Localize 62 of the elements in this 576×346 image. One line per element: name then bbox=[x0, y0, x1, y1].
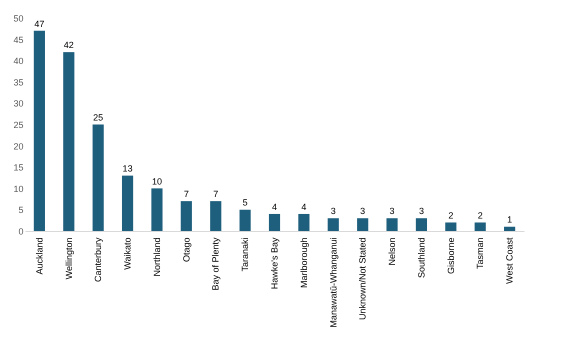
y-tick-label: 10 bbox=[13, 184, 24, 194]
data-label: 47 bbox=[34, 18, 44, 29]
data-label: 5 bbox=[242, 198, 248, 208]
data-label: 3 bbox=[330, 206, 336, 216]
data-label: 25 bbox=[93, 112, 104, 122]
x-tick-label: Bay of Plenty bbox=[210, 237, 221, 291]
bar bbox=[298, 214, 310, 231]
bar bbox=[474, 222, 486, 231]
data-label: 13 bbox=[122, 164, 133, 174]
y-tick-label: 50 bbox=[13, 14, 24, 24]
x-tick-label: Northland bbox=[152, 238, 162, 277]
x-tick-label: Unknown/Not Stated bbox=[358, 238, 368, 320]
bar bbox=[122, 176, 134, 231]
bar bbox=[416, 218, 428, 231]
bar bbox=[328, 218, 339, 231]
x-tick-label: Gisborne bbox=[446, 238, 456, 274]
x-tick-label: Wellington bbox=[64, 238, 74, 280]
x-tick-label: Auckland bbox=[34, 238, 44, 275]
data-label: 4 bbox=[301, 202, 306, 212]
x-tick-label: Taranaki bbox=[240, 238, 250, 272]
data-label: 7 bbox=[213, 189, 218, 200]
data-label: 2 bbox=[478, 210, 483, 220]
x-tick-label: Otago bbox=[181, 238, 192, 262]
x-tick-label: Canterbury bbox=[93, 237, 104, 282]
bar bbox=[92, 124, 104, 231]
bar bbox=[386, 218, 398, 231]
x-tick-label: Hawke's Bay bbox=[270, 237, 280, 290]
x-tick-label: West Coast bbox=[504, 237, 515, 284]
x-tick-label: Southland bbox=[416, 238, 426, 278]
data-label: 3 bbox=[418, 206, 424, 216]
data-label: 42 bbox=[64, 40, 74, 50]
y-tick-label: 15 bbox=[13, 162, 24, 173]
data-label: 3 bbox=[390, 206, 395, 216]
data-label: 3 bbox=[360, 206, 366, 216]
y-tick-label: 45 bbox=[13, 34, 24, 45]
x-tick-label: Waikato bbox=[122, 238, 133, 270]
data-label: 1 bbox=[507, 214, 512, 225]
x-tick-label: Manawatū-Whanganui bbox=[328, 238, 338, 328]
x-tick-label: Marlborough bbox=[298, 238, 309, 288]
bar bbox=[268, 214, 280, 231]
data-label: 7 bbox=[184, 189, 189, 200]
bar bbox=[445, 222, 456, 231]
y-tick-label: 40 bbox=[13, 56, 24, 66]
y-tick-label: 30 bbox=[13, 98, 24, 109]
y-tick-label: 35 bbox=[13, 77, 24, 88]
y-tick-label: 25 bbox=[13, 120, 24, 130]
y-tick-label: 5 bbox=[18, 205, 24, 216]
bar bbox=[151, 188, 163, 231]
bar bbox=[240, 210, 251, 231]
data-label: 2 bbox=[448, 210, 454, 220]
bar bbox=[34, 30, 45, 231]
bar bbox=[180, 201, 192, 231]
x-tick-label: Nelson bbox=[387, 238, 398, 266]
y-tick-label: 0 bbox=[18, 226, 24, 236]
data-label: 10 bbox=[152, 176, 162, 186]
bar bbox=[504, 226, 516, 231]
bar bbox=[357, 218, 368, 231]
x-tick-label: Tasman bbox=[475, 238, 486, 270]
bar bbox=[63, 52, 74, 231]
y-tick-label: 20 bbox=[13, 141, 24, 152]
data-label: 4 bbox=[272, 202, 278, 212]
bar bbox=[210, 201, 222, 231]
